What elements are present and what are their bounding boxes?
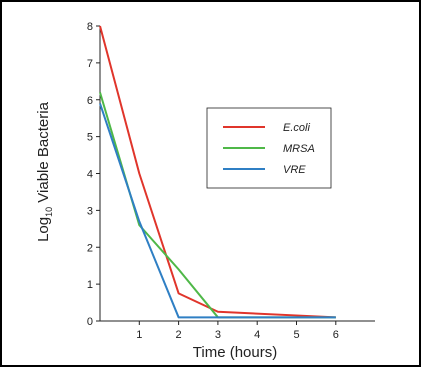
y-ticks: 0 1 2 3 4 5 6 7 8 [87,21,100,328]
y-axis-title-rest: Viable Bacteria [35,101,52,206]
y-tick-label: 2 [87,242,93,254]
y-tick-label: 6 [87,95,93,107]
y-tick-label: 1 [87,279,93,291]
x-axis-title: Time (hours) [193,344,277,361]
legend-label-mrsa: MRSA [283,143,315,155]
x-tick-label: 1 [136,329,142,341]
y-axis-title: Log10 Viable Bacteria [35,101,54,241]
y-tick-label: 4 [87,169,93,181]
x-tick-label: 4 [254,329,260,341]
series-lines [99,25,336,319]
y-axis-title-subscript: 10 [44,207,54,217]
legend-label-e-coli: E.coli [283,122,310,134]
x-tick-label: 6 [333,329,339,341]
y-tick-label: 0 [87,316,93,328]
y-tick-label: 3 [87,205,93,217]
x-tick-label: 2 [176,329,182,341]
series-line-vre [99,103,336,319]
y-tick-label: 7 [87,58,93,70]
x-tick-label: 3 [215,329,221,341]
y-tick-label: 5 [87,132,93,144]
legend-label-vre: VRE [283,164,306,176]
x-tick-label: 5 [293,329,299,341]
y-tick-label: 8 [87,21,93,33]
legend: E.coli MRSA VRE [206,107,332,189]
x-ticks: 1 2 3 4 5 6 [136,321,339,341]
y-axis-title-main: Log [35,217,52,242]
series-line-e-coli [99,25,336,319]
